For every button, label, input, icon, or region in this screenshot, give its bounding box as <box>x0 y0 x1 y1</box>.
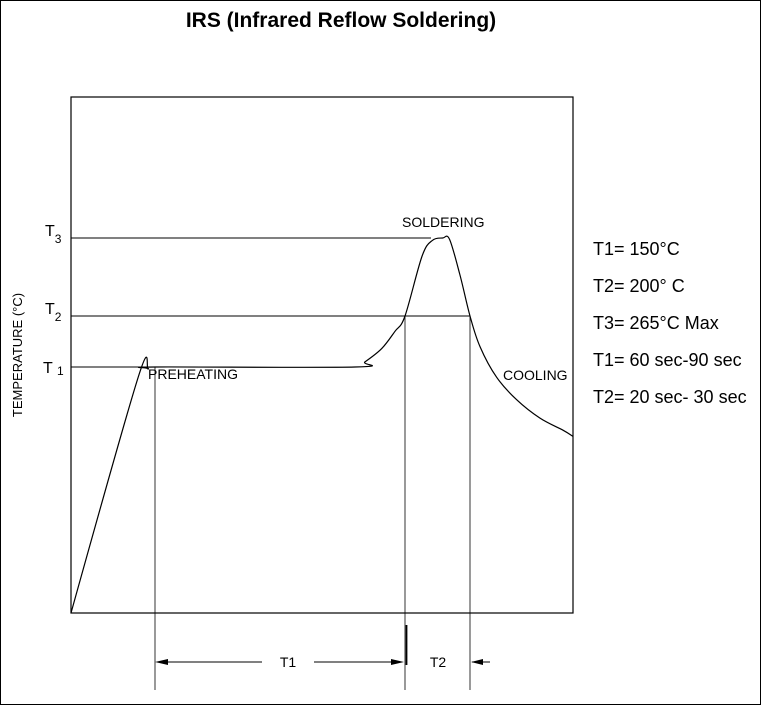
phase-label-preheating: PREHEATING <box>148 366 238 382</box>
legend-entry-2: T2= 200° C <box>593 276 685 296</box>
duration-t2-label: T2 <box>430 654 447 670</box>
y-axis-label: TEMPERATURE (°C) <box>10 293 25 417</box>
y-tick-label-t3: T3 <box>45 223 62 246</box>
legend-entry-5: T2= 20 sec- 30 sec <box>593 387 747 407</box>
duration-t1-arrowhead-right <box>391 659 404 665</box>
phase-label-cooling: COOLING <box>503 367 568 383</box>
legend-entry-1: T1= 150°C <box>593 239 680 259</box>
duration-t2-arrowhead <box>471 659 483 665</box>
profile-series-line <box>70 235 574 614</box>
y-tick-label-t2: T2 <box>45 301 62 324</box>
duration-t1-label: T1 <box>280 654 297 670</box>
chart-title: IRS (Infrared Reflow Soldering) <box>186 9 496 32</box>
plot-area <box>70 96 574 614</box>
phase-label-soldering: SOLDERING <box>402 214 484 230</box>
y-tick-label-t1: T 1 <box>43 360 64 378</box>
legend-entry-4: T1= 60 sec-90 sec <box>593 350 742 370</box>
duration-t1-arrowhead-left <box>155 659 168 665</box>
legend-entry-3: T3= 265°C Max <box>593 313 719 333</box>
